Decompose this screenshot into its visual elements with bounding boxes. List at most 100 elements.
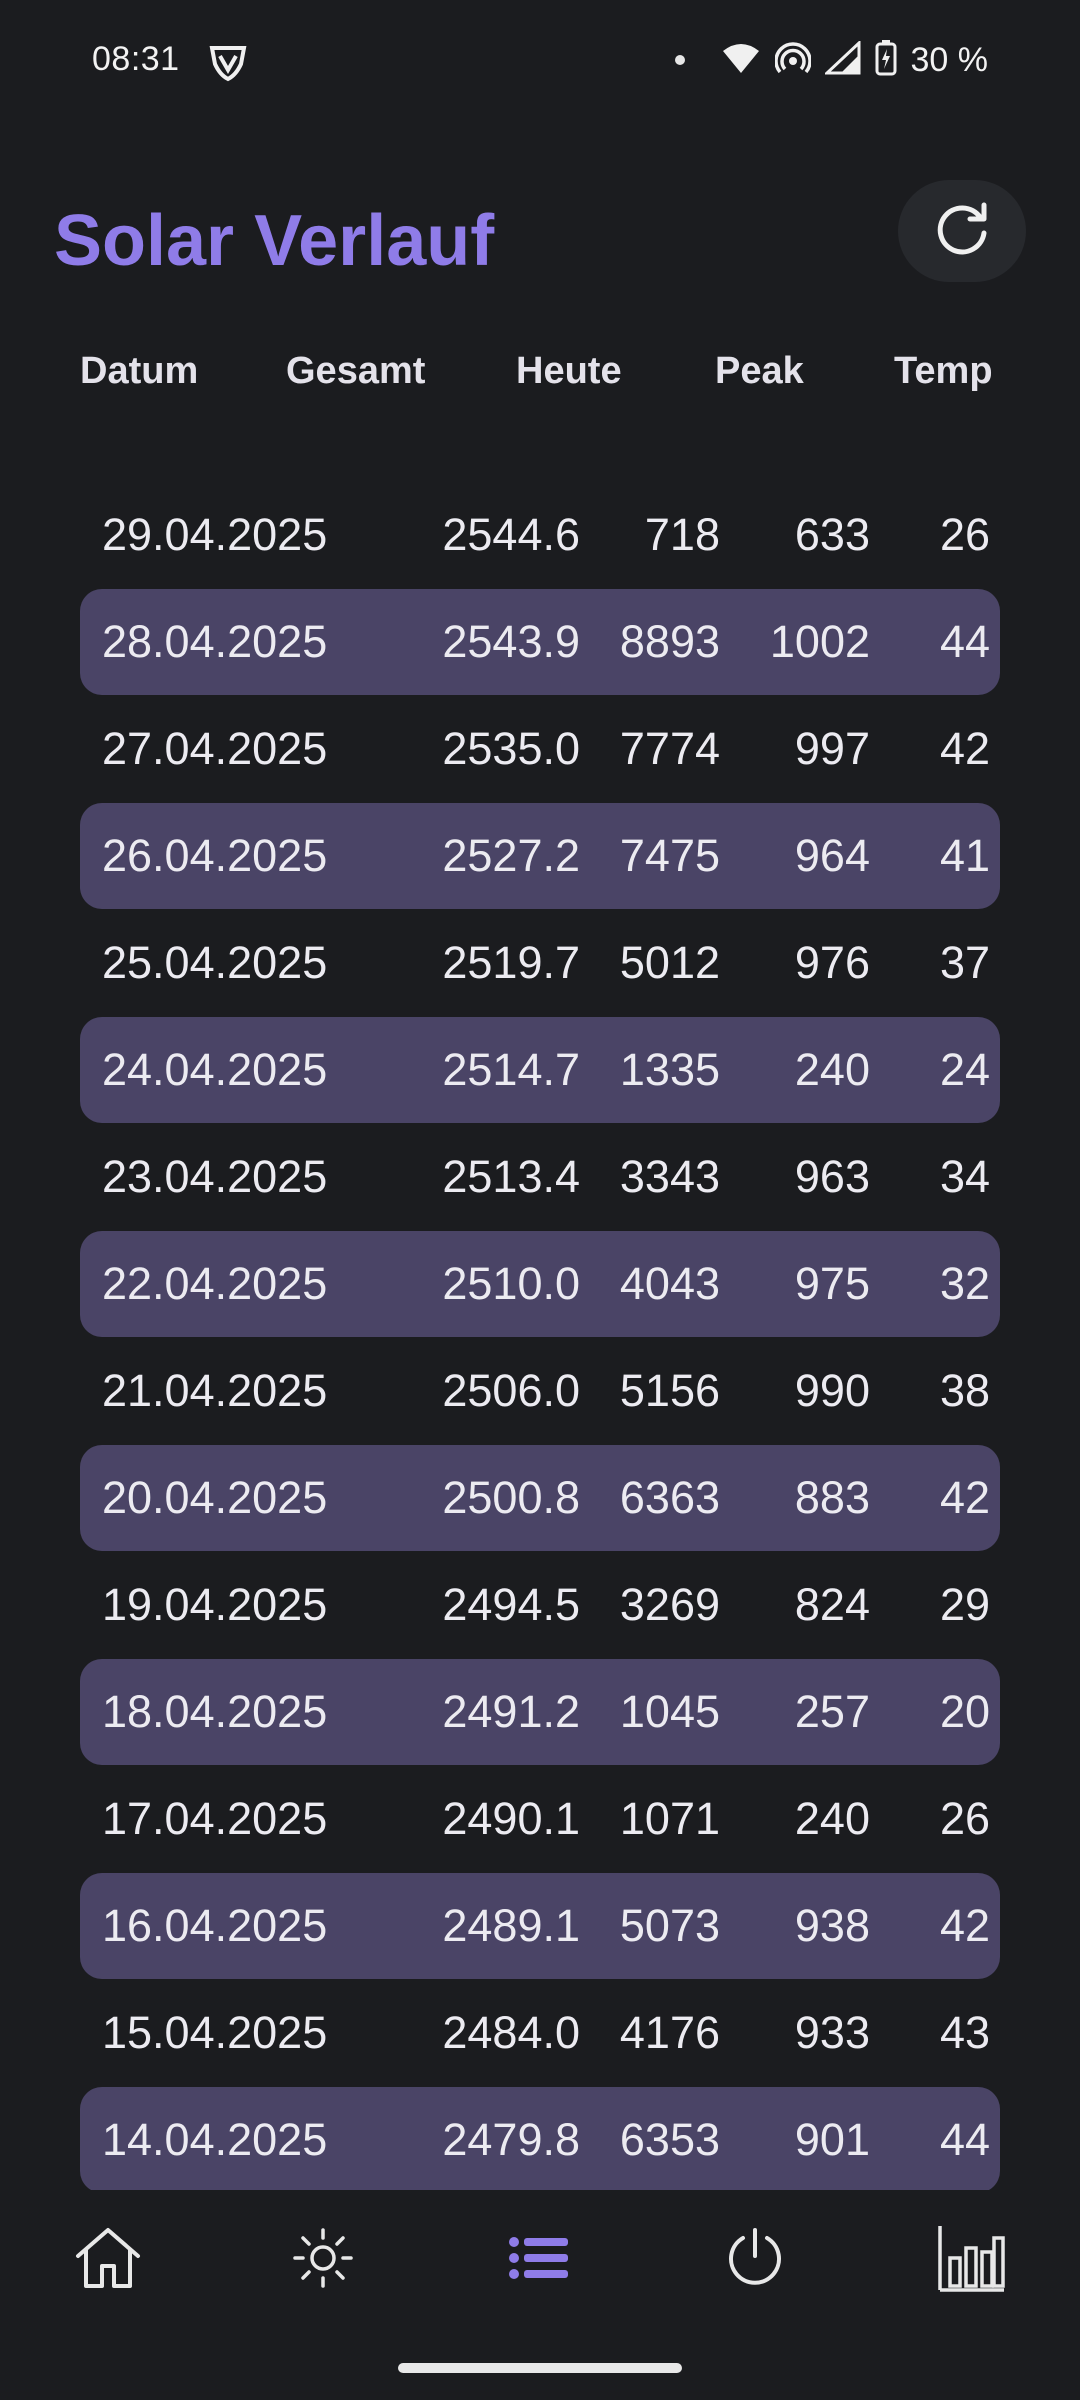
cell-temp: 37 xyxy=(939,937,990,988)
cell-temp: 43 xyxy=(939,2007,990,2058)
cell-today: 718 xyxy=(644,509,720,560)
cell-total: 2527.2 xyxy=(442,830,580,881)
home-indicator[interactable] xyxy=(398,2363,682,2373)
cell-total: 2514.7 xyxy=(442,1044,580,1095)
refresh-icon xyxy=(930,197,994,266)
nav-list-button[interactable] xyxy=(500,2220,580,2300)
cell-date: 23.04.2025 xyxy=(102,1151,328,1202)
cell-total: 2484.0 xyxy=(442,2007,580,2058)
cell-peak: 938 xyxy=(794,1900,870,1951)
cell-today: 5073 xyxy=(619,1900,720,1951)
cell-date: 16.04.2025 xyxy=(102,1900,328,1951)
cell-peak: 901 xyxy=(794,2114,870,2165)
nav-chart-button[interactable] xyxy=(932,2220,1012,2300)
table-row: 25.04.2025 2519.7 5012 976 37 xyxy=(80,910,1000,1016)
cell-total: 2506.0 xyxy=(442,1365,580,1416)
cell-date: 25.04.2025 xyxy=(102,937,328,988)
table-row: 23.04.2025 2513.4 3343 963 34 xyxy=(80,1124,1000,1230)
table-row: 28.04.2025 2543.9 8893 1002 44 xyxy=(80,589,1000,695)
cell-peak: 964 xyxy=(794,830,870,881)
cell-peak: 975 xyxy=(794,1258,870,1309)
notification-dot-icon xyxy=(674,55,685,65)
cell-temp: 34 xyxy=(939,1151,990,1202)
cell-date: 14.04.2025 xyxy=(102,2114,328,2165)
table-header: Datum Gesamt Heute Peak Temp xyxy=(0,350,1080,410)
table-row: 14.04.2025 2479.8 6353 901 44 xyxy=(80,2087,1000,2193)
cell-total: 2544.6 xyxy=(442,509,580,560)
table-row: 27.04.2025 2535.0 7774 997 42 xyxy=(80,696,1000,802)
cell-today: 5156 xyxy=(619,1365,720,1416)
cell-date: 29.04.2025 xyxy=(102,509,328,560)
cell-date: 24.04.2025 xyxy=(102,1044,328,1095)
battery-percentage: 30 % xyxy=(910,40,989,79)
cell-total: 2491.2 xyxy=(442,1686,580,1737)
cell-today: 7475 xyxy=(619,830,720,881)
cell-date: 26.04.2025 xyxy=(102,830,328,881)
cell-temp: 41 xyxy=(939,830,990,881)
cell-total: 2543.9 xyxy=(442,616,580,667)
cell-temp: 44 xyxy=(939,2114,990,2165)
power-icon xyxy=(723,2226,787,2295)
cell-date: 18.04.2025 xyxy=(102,1686,328,1737)
cell-today: 1335 xyxy=(619,1044,720,1095)
cell-peak: 883 xyxy=(794,1472,870,1523)
cell-today: 8893 xyxy=(619,616,720,667)
cell-date: 28.04.2025 xyxy=(102,616,328,667)
status-time: 08:31 xyxy=(92,40,180,78)
cell-date: 15.04.2025 xyxy=(102,2007,328,2058)
cell-today: 4176 xyxy=(619,2007,720,2058)
column-header-today: Heute xyxy=(516,350,622,392)
cell-peak: 633 xyxy=(794,509,870,560)
column-header-total: Gesamt xyxy=(286,350,426,392)
cell-today: 6363 xyxy=(619,1472,720,1523)
cell-peak: 1002 xyxy=(769,616,870,667)
cell-temp: 26 xyxy=(939,1793,990,1844)
nav-power-button[interactable] xyxy=(715,2220,795,2300)
cell-temp: 44 xyxy=(939,616,990,667)
column-header-date: Datum xyxy=(80,350,199,392)
cell-temp: 42 xyxy=(939,1472,990,1523)
refresh-button[interactable] xyxy=(898,180,1026,282)
cell-date: 20.04.2025 xyxy=(102,1472,328,1523)
table-row: 17.04.2025 2490.1 1071 240 26 xyxy=(80,1766,1000,1872)
cell-today: 6353 xyxy=(619,2114,720,2165)
column-header-peak: Peak xyxy=(715,350,804,392)
cell-peak: 240 xyxy=(794,1044,870,1095)
cell-total: 2510.0 xyxy=(442,1258,580,1309)
cell-today: 4043 xyxy=(619,1258,720,1309)
cell-date: 19.04.2025 xyxy=(102,1579,328,1630)
cell-peak: 976 xyxy=(794,937,870,988)
cell-peak: 997 xyxy=(794,723,870,774)
table-row: 20.04.2025 2500.8 6363 883 42 xyxy=(80,1445,1000,1551)
wifi-icon xyxy=(721,41,761,80)
signal-icon xyxy=(822,39,861,80)
cell-peak: 257 xyxy=(794,1686,870,1737)
hotspot-icon xyxy=(773,41,812,80)
cell-temp: 24 xyxy=(939,1044,990,1095)
column-header-temp: Temp xyxy=(894,350,993,392)
cell-total: 2535.0 xyxy=(442,723,580,774)
cell-peak: 824 xyxy=(794,1579,870,1630)
cell-today: 1071 xyxy=(619,1793,720,1844)
table-row: 18.04.2025 2491.2 1045 257 20 xyxy=(80,1659,1000,1765)
table-row: 22.04.2025 2510.0 4043 975 32 xyxy=(80,1231,1000,1337)
cell-total: 2494.5 xyxy=(442,1579,580,1630)
cell-today: 3269 xyxy=(619,1579,720,1630)
nav-home-button[interactable] xyxy=(68,2220,148,2300)
page-title: Solar Verlauf xyxy=(54,201,495,281)
home-icon xyxy=(72,2222,144,2299)
nav-sun-button[interactable] xyxy=(283,2220,363,2300)
table-row: 24.04.2025 2514.7 1335 240 24 xyxy=(80,1017,1000,1123)
cell-today: 7774 xyxy=(619,723,720,774)
cell-date: 17.04.2025 xyxy=(102,1793,328,1844)
cell-peak: 963 xyxy=(794,1151,870,1202)
cell-peak: 933 xyxy=(794,2007,870,2058)
cell-total: 2500.8 xyxy=(442,1472,580,1523)
cell-today: 3343 xyxy=(619,1151,720,1202)
cell-peak: 990 xyxy=(794,1365,870,1416)
bar-chart-icon xyxy=(936,2222,1008,2299)
sun-icon xyxy=(291,2226,355,2295)
cell-total: 2519.7 xyxy=(442,937,580,988)
cell-total: 2489.1 xyxy=(442,1900,580,1951)
cell-total: 2479.8 xyxy=(442,2114,580,2165)
